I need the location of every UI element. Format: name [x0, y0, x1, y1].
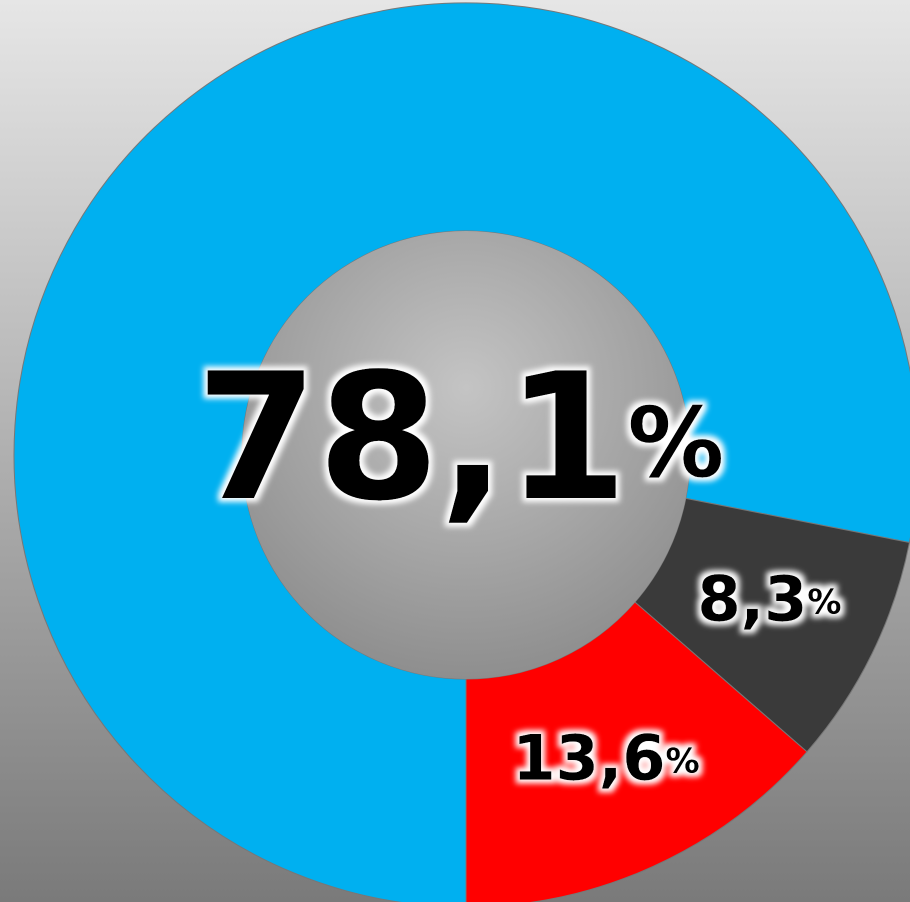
label-unit: %	[807, 582, 841, 622]
label-number: 78,1	[196, 337, 628, 540]
data-label: 8,3%	[698, 563, 842, 636]
labels: 78,1%8,3%13,6%	[196, 337, 842, 795]
label-unit: %	[665, 741, 699, 781]
data-label: 78,1%	[196, 337, 724, 540]
label-number: 8,3	[698, 563, 808, 636]
data-label: 13,6%	[512, 722, 699, 795]
donut	[13, 2, 910, 902]
donut-hole	[242, 231, 690, 679]
label-unit: %	[628, 387, 724, 499]
label-number: 13,6	[512, 722, 665, 795]
